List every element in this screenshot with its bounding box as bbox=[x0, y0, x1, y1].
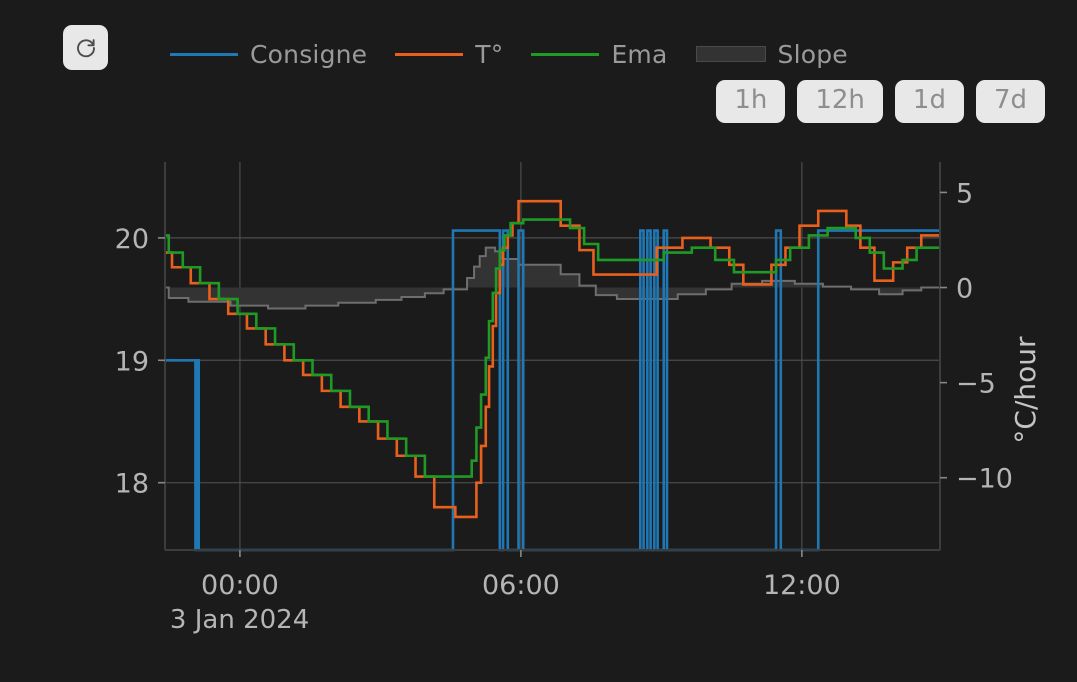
x-axis-tick-label: 12:00 bbox=[763, 570, 841, 601]
y2-axis-tick-label: 0 bbox=[956, 274, 973, 305]
y-axis-tick-label: 20 bbox=[115, 224, 149, 255]
legend-label-temperature: T° bbox=[475, 39, 504, 69]
legend-swatch-temperature bbox=[395, 52, 464, 56]
refresh-button[interactable] bbox=[63, 25, 108, 70]
range-button-1h[interactable]: 1h bbox=[716, 80, 786, 123]
refresh-icon bbox=[74, 36, 98, 60]
y2-axis-title: °C/hour bbox=[1009, 336, 1042, 444]
range-button-7d[interactable]: 7d bbox=[975, 80, 1045, 123]
x-axis-tick-label: 06:00 bbox=[482, 570, 560, 601]
y2-axis-tick-label: 5 bbox=[956, 178, 973, 209]
range-button-1d[interactable]: 1d bbox=[894, 80, 964, 123]
series-slope-fill bbox=[164, 247, 940, 309]
legend-item-temperature[interactable]: T° bbox=[395, 40, 531, 69]
legend-item-ema[interactable]: Ema bbox=[531, 40, 695, 69]
x-axis-date-label: 3 Jan 2024 bbox=[170, 605, 309, 635]
range-button-12h[interactable]: 12h bbox=[797, 80, 883, 123]
chart-legend: Consigne T° Ema Slope bbox=[170, 36, 876, 72]
y2-axis-tick-label: −5 bbox=[956, 369, 996, 400]
series-temperature bbox=[164, 199, 940, 519]
legend-swatch-ema bbox=[531, 52, 600, 56]
legend-label-consigne: Consigne bbox=[250, 39, 368, 69]
legend-swatch-consigne bbox=[170, 52, 238, 56]
legend-item-slope[interactable]: Slope bbox=[695, 39, 876, 69]
x-axis-tick-label: 00:00 bbox=[201, 570, 279, 601]
time-range-selector: 1h 12h 1d 7d bbox=[716, 80, 1045, 123]
legend-item-consigne[interactable]: Consigne bbox=[170, 40, 395, 69]
series-ema bbox=[164, 218, 940, 478]
y-axis-tick-label: 18 bbox=[115, 469, 149, 500]
y-axis-tick-label: 19 bbox=[115, 346, 149, 377]
y2-axis-tick-label: −10 bbox=[956, 464, 1013, 495]
legend-swatch-slope bbox=[695, 46, 766, 62]
legend-label-ema: Ema bbox=[611, 39, 668, 69]
legend-label-slope: Slope bbox=[777, 39, 848, 69]
